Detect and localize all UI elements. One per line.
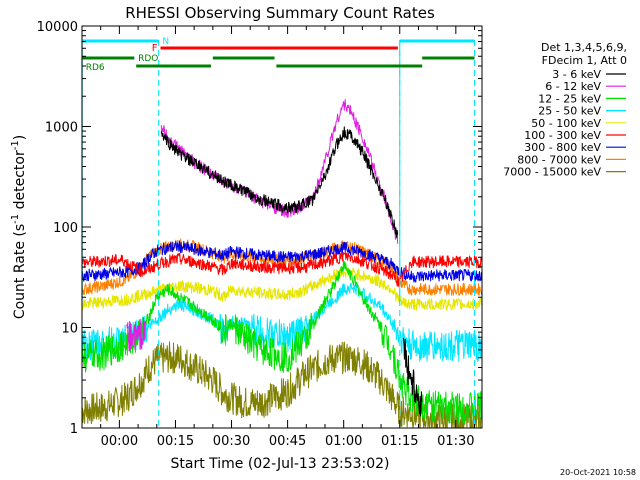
series-line-8 — [82, 341, 482, 428]
x-tick-label: 00:15 — [157, 434, 194, 449]
series-layer — [82, 99, 482, 428]
legend-label-0: 3 - 6 keV — [552, 68, 601, 81]
series-line-1-segment-2 — [126, 317, 146, 352]
x-tick-label: 01:30 — [437, 434, 474, 449]
series-line-3 — [82, 282, 482, 362]
y-axis-label: Count Rate (s-1 detector-1) — [10, 135, 28, 319]
legend: Det 1,3,4,5,6,9, FDecim 1, Att 0 3 - 6 k… — [503, 41, 627, 179]
y-tick-label: 10000 — [37, 20, 78, 35]
y-axis: 1 10 100 1000 10000 — [37, 20, 482, 437]
footer-date: 20-Oct-2021 10:58 — [560, 468, 636, 477]
y-axis-label-main: Count Rate (s — [12, 224, 28, 319]
state-label-n: N — [162, 37, 169, 47]
series-line-0 — [160, 126, 399, 239]
y-axis-label-sup1: -1 — [10, 214, 21, 224]
series-line-0-segment-2 — [403, 337, 423, 417]
state-label-rd6: RD6 — [86, 63, 105, 73]
legend-header-line-1: Det 1,3,4,5,6,9, — [541, 41, 627, 54]
legend-label-4: 50 - 100 keV — [531, 117, 601, 130]
x-tick-label: 01:00 — [325, 434, 362, 449]
legend-label-1: 6 - 12 keV — [545, 80, 601, 93]
x-tick-label: 01:15 — [381, 434, 418, 449]
x-axis-label: Start Time (02-Jul-13 23:53:02) — [170, 456, 389, 472]
x-axis: 00:00 00:15 00:30 00:45 01:00 01:15 01:30 — [100, 26, 476, 449]
series-line-2 — [82, 259, 482, 424]
x-tick-label: 00:00 — [101, 434, 138, 449]
state-label-rdo: RDO — [138, 54, 158, 64]
legend-label-2: 12 - 25 keV — [538, 92, 601, 105]
legend-label-6: 300 - 800 keV — [524, 141, 601, 154]
y-tick-label: 100 — [53, 221, 78, 236]
y-axis-label-end: ) — [12, 135, 28, 140]
chart-title: RHESSI Observing Summary Count Rates — [125, 4, 435, 22]
state-label-f: F — [152, 43, 158, 54]
series-line-1 — [160, 99, 399, 244]
series-line-5 — [82, 250, 482, 287]
legend-label-7: 800 - 7000 keV — [517, 153, 601, 166]
y-tick-label: 1 — [70, 422, 78, 437]
legend-label-3: 25 - 50 keV — [538, 105, 601, 118]
x-tick-label: 00:30 — [213, 434, 250, 449]
series-line-6 — [82, 240, 482, 283]
y-tick-label: 10 — [61, 322, 78, 337]
legend-header-line-2: FDecim 1, Att 0 — [542, 54, 627, 67]
y-axis-label-mid: detector — [12, 150, 28, 214]
legend-label-8: 7000 - 15000 keV — [503, 166, 601, 179]
legend-label-5: 100 - 300 keV — [524, 129, 601, 142]
series-line-4 — [82, 266, 482, 311]
y-tick-label: 1000 — [45, 121, 78, 136]
x-tick-label: 00:45 — [269, 434, 306, 449]
y-axis-label-sup2: -1 — [10, 140, 21, 150]
